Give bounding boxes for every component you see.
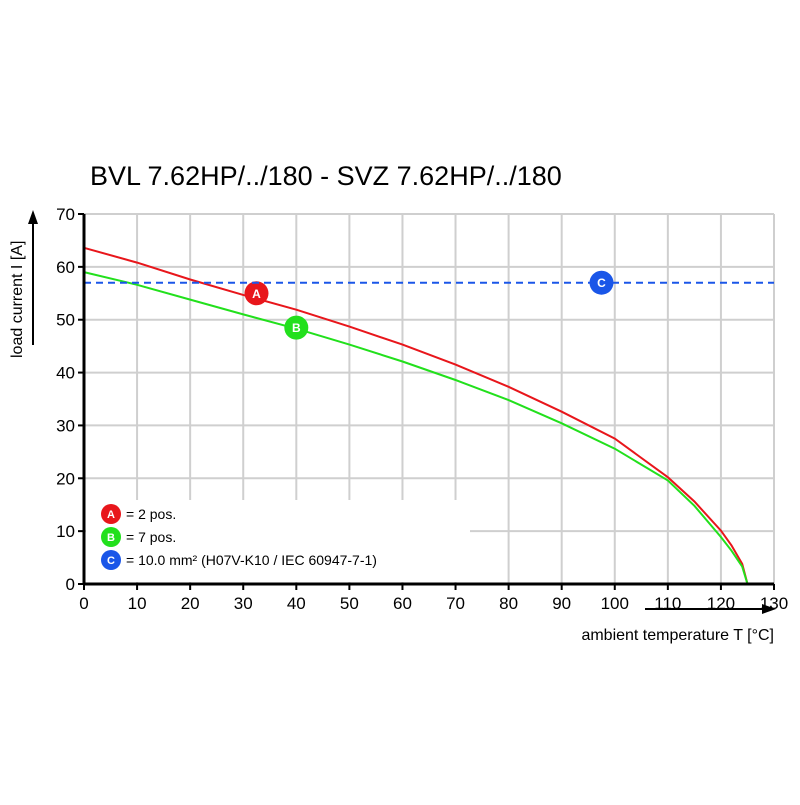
x-axis-label-group: ambient temperature T [°C]	[581, 604, 776, 644]
series-marker-b	[284, 315, 309, 340]
x-tick-label: 120	[707, 594, 735, 613]
legend-marker-a	[101, 504, 121, 524]
legend-marker-letter: A	[107, 509, 115, 521]
series-line-b	[83, 271, 749, 585]
x-tick-label: 10	[128, 594, 147, 613]
series-marker-letter: B	[292, 321, 301, 335]
x-axis-label: ambient temperature T [°C]	[581, 627, 774, 644]
x-tick-label: 20	[181, 594, 200, 613]
x-tick-label: 60	[393, 594, 412, 613]
y-tick-label: 10	[56, 522, 75, 541]
x-tick-label: 100	[601, 594, 629, 613]
series-marker-letter: C	[597, 276, 606, 290]
x-tick-label: 110	[654, 594, 681, 613]
legend-marker-c	[101, 550, 121, 570]
y-tick-label: 70	[56, 205, 75, 224]
y-tick-label: 20	[56, 469, 75, 488]
legend-marker-b	[101, 527, 121, 547]
x-tick-label: 0	[79, 594, 88, 613]
series-layer: ABC	[83, 246, 774, 585]
legend-label: = 7 pos.	[126, 529, 176, 545]
y-tick-label: 30	[56, 416, 75, 435]
x-tick-label: 30	[234, 594, 253, 613]
legend-label: = 2 pos.	[126, 506, 176, 522]
legend-marker-letter: C	[107, 555, 115, 567]
y-tick-label: 40	[56, 364, 75, 383]
y-axis-label-group: load current I [A]	[9, 210, 38, 358]
axes: 0 10 20 30 40 50 60 70 80 90 100 110 120 130010203040…	[56, 205, 788, 613]
x-tick-label: 70	[446, 594, 465, 613]
series-marker-a	[244, 281, 269, 306]
legend-label: = 10.0 mm² (H07V-K10 / IEC 60947-7-1)	[126, 552, 377, 568]
series-marker-c	[589, 270, 614, 295]
series-marker-letter: A	[252, 287, 261, 301]
x-tick-label: 80	[499, 594, 518, 613]
legend-background	[86, 500, 470, 582]
chart-title: BVL 7.62HP/../180 - SVZ 7.62HP/../180	[90, 161, 562, 191]
legend-marker-letter: B	[107, 532, 115, 544]
x-axis-arrowhead	[762, 604, 776, 614]
x-tick-label: 40	[287, 594, 306, 613]
legend: A = 2 pos. B = 7 pos. C = 10.0 mm² (H07V-K10 …	[101, 504, 377, 570]
y-tick-label: 0	[66, 575, 75, 594]
y-tick-label: 60	[56, 258, 75, 277]
x-tick-label: 50	[340, 594, 359, 613]
series-line-a	[83, 246, 749, 585]
x-tick-label: 90	[552, 594, 571, 613]
y-tick-label: 50	[56, 311, 75, 330]
y-axis-arrowhead	[28, 210, 38, 224]
y-axis-label: load current I [A]	[9, 241, 26, 358]
